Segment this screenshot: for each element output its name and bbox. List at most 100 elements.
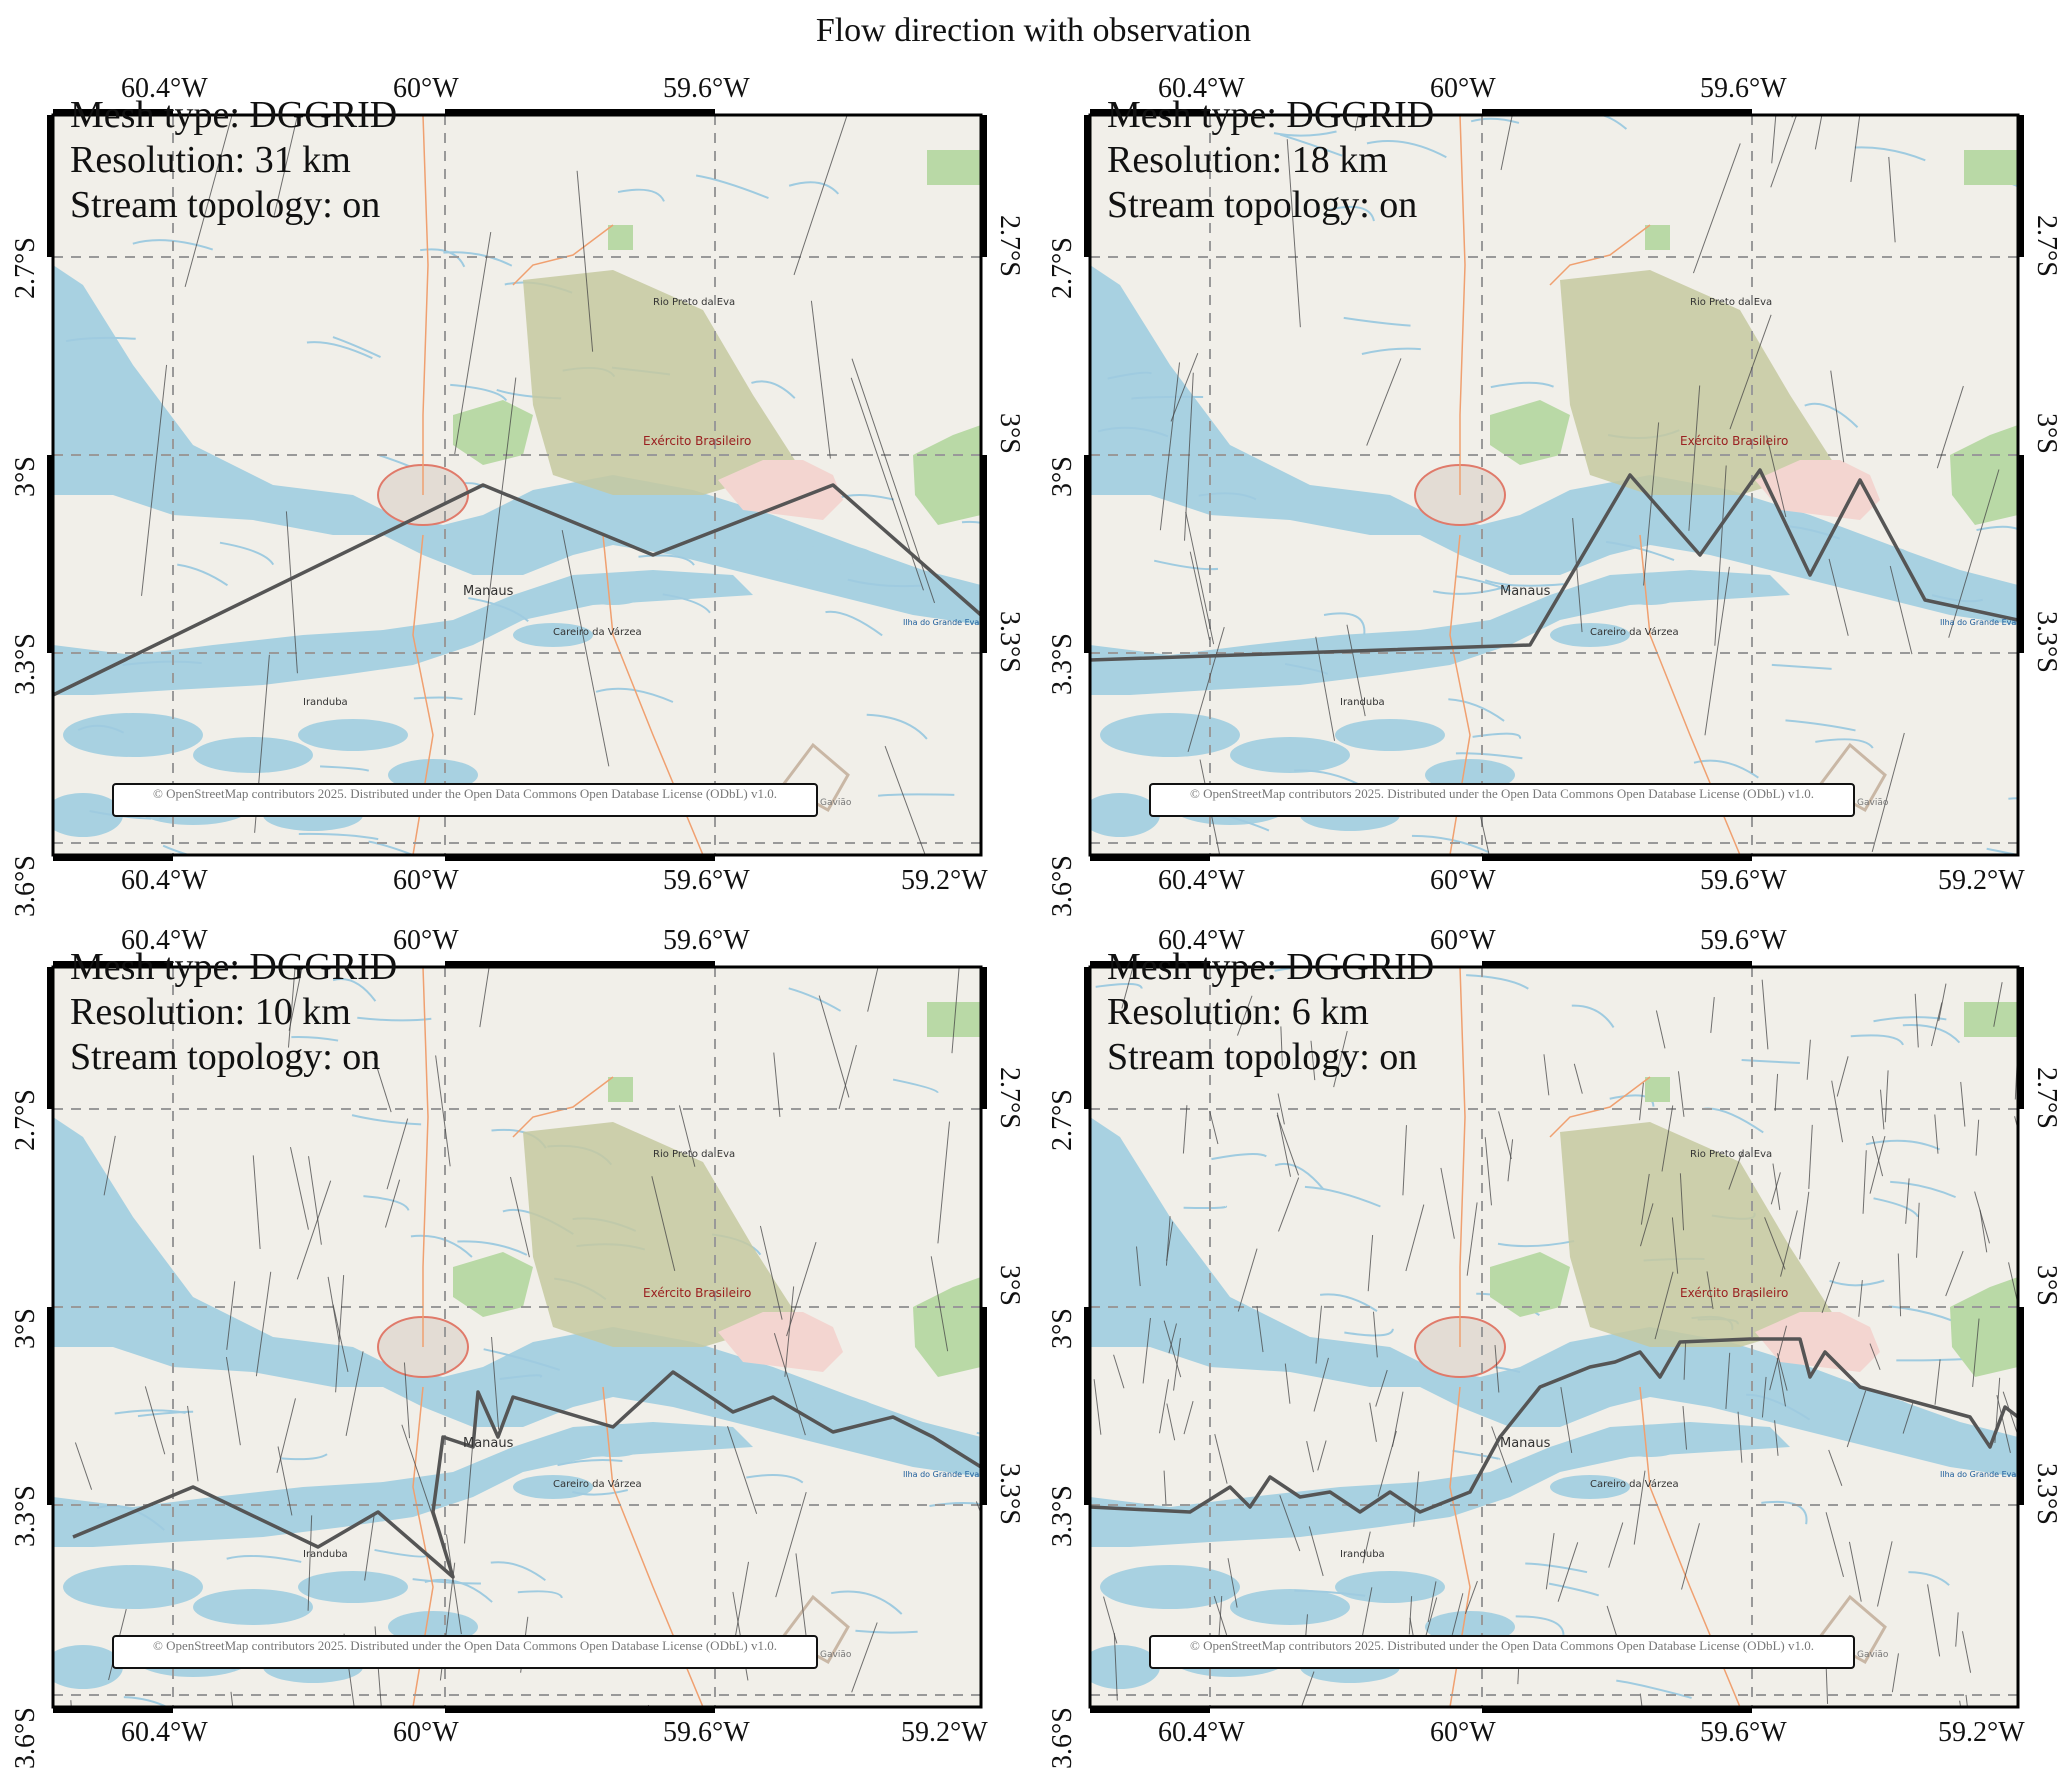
osm-attribution: © OpenStreetMap contributors 2025. Distr… (112, 783, 818, 817)
mesh-flow-segment (1464, 1580, 1478, 1615)
stream (1693, 759, 1759, 779)
stream (1304, 1185, 1381, 1208)
left-lat-tick-label: 3.6°S (10, 1707, 41, 1769)
park-area (1964, 150, 2018, 185)
floodplain-lake (663, 1385, 723, 1409)
mesh-flow-segment (1934, 1114, 1939, 1154)
stream (788, 181, 840, 195)
stream (1850, 1034, 1905, 1046)
stream (1131, 395, 1204, 400)
map-label-ilha: Ilha do Grande Eva (903, 1470, 979, 1479)
mesh-flow-segment (454, 232, 492, 455)
figure-title: Flow direction with observation (815, 12, 1252, 49)
mesh-flow-segment (1916, 1202, 1920, 1258)
road (512, 1076, 614, 1138)
mesh-flow-segment (1301, 1671, 1315, 1707)
bottom-lon-tick-label: 59.6°W (1700, 865, 1787, 896)
mesh-flow-segment (1679, 1173, 1685, 1231)
mesh-flow-segment (1557, 1542, 1579, 1602)
right-lat-tick-label: 3.3°S (994, 1463, 1025, 1525)
mesh-flow-segment (141, 364, 168, 596)
mesh-flow-segment (335, 1275, 345, 1393)
solimoes-water (53, 570, 753, 695)
floodplain-lake (793, 545, 873, 565)
stream (1455, 752, 1523, 760)
mesh-flow-segment (1277, 1093, 1285, 1125)
mesh-flow-segment (144, 1386, 166, 1455)
stream (96, 1504, 165, 1531)
mesh-flow-segment (1858, 1280, 1863, 1317)
stream (1198, 492, 1257, 501)
right-lat-tick-label: 2.7°S (2031, 1067, 2062, 1129)
stream (351, 1114, 422, 1126)
mesh-flow-segment (1692, 143, 1741, 274)
rio-negro-water (1090, 265, 2018, 625)
mesh-flow-segment (1183, 1401, 1194, 1435)
mesh-flow-segment (1121, 967, 1134, 1009)
bottom-lon-tick-label: 59.6°W (663, 865, 750, 896)
mesh-flow-segment (1136, 1246, 1141, 1287)
indigenous-area (718, 460, 843, 520)
indigenous-area (718, 1312, 843, 1372)
floodplain-lake (583, 585, 643, 605)
stream (468, 597, 529, 623)
map-label-iranduba: Iranduba (303, 1549, 348, 1560)
bottom-lon-tick-label: 60°W (1430, 865, 1496, 896)
mesh-flow-segment (1962, 1631, 1972, 1673)
right-lat-tick-label: 2.7°S (994, 215, 1025, 277)
map-label-manaus: Manaus (1500, 584, 1551, 599)
osm-attribution: © OpenStreetMap contributors 2025. Distr… (1149, 783, 1855, 817)
mesh-flow-segment (1869, 1136, 1886, 1194)
bottom-lon-tick-label: 59.6°W (663, 1717, 750, 1748)
stream (517, 1590, 563, 1599)
floodplain-lake (53, 1645, 123, 1689)
mesh-flow-segment (1850, 115, 1861, 182)
mesh-flow-segment (1113, 1633, 1118, 1701)
mesh-flow-segment (1185, 511, 1215, 645)
park-area (453, 400, 533, 465)
mesh-flow-segment (1633, 1470, 1646, 1545)
stream (1785, 719, 1856, 732)
stream (1746, 1393, 1811, 1421)
stream (1323, 612, 1366, 635)
stream (1470, 117, 1520, 124)
mesh-flow-segment (1725, 1352, 1731, 1409)
left-lat-tick-label: 3°S (1047, 1308, 1078, 1349)
stream (410, 1234, 473, 1258)
mesh-flow-segment (1451, 1593, 1464, 1636)
mesh-flow-segment (1306, 1441, 1315, 1473)
floodplain-lake (1830, 1397, 1910, 1417)
park-area (1950, 1277, 2018, 1377)
left-lat-tick-label: 3.3°S (10, 633, 41, 695)
stream (1804, 402, 1859, 428)
mesh-flow-segment (1158, 1379, 1170, 1434)
mesh-flow-segment (1227, 1558, 1238, 1608)
stream (1609, 1094, 1655, 1107)
park-area (913, 425, 981, 525)
stream (332, 978, 377, 1002)
stream (368, 840, 416, 855)
mesh-flow-segment (937, 1121, 951, 1244)
mesh-flow-segment (1771, 115, 1777, 164)
mesh-flow-segment (1279, 1495, 1301, 1552)
bottom-lon-tick-label: 60°W (393, 865, 459, 896)
left-lat-tick-label: 3°S (1047, 456, 1078, 497)
map-label-ilha: Ilha do Grande Eva (903, 618, 979, 627)
mesh-flow-segment (1848, 1541, 1862, 1602)
map-label-iranduba: Iranduba (303, 697, 348, 708)
right-lat-tick-label: 3°S (994, 1265, 1025, 1306)
top-lon-tick-label: 59.6°W (663, 925, 750, 956)
mesh-flow-segment (1888, 156, 1896, 243)
mesh-flow-segment (1996, 1394, 2011, 1453)
park-area (608, 225, 633, 250)
floodplain-lake (1700, 533, 1760, 557)
stream (1153, 559, 1219, 571)
map-canvas: Manaus Rio Preto da Eva Exército Brasileir… (1084, 961, 2024, 1713)
mesh-flow-segment (1671, 1217, 1679, 1274)
mesh-flow-segment (784, 1286, 795, 1377)
mesh-flow-segment (1494, 1345, 1500, 1393)
mesh-flow-segment (1681, 1523, 1700, 1590)
left-lat-tick-label: 2.7°S (1047, 1089, 1078, 1151)
mesh-flow-segment (1214, 1434, 1228, 1484)
floodplain-lake (1090, 1645, 1160, 1689)
